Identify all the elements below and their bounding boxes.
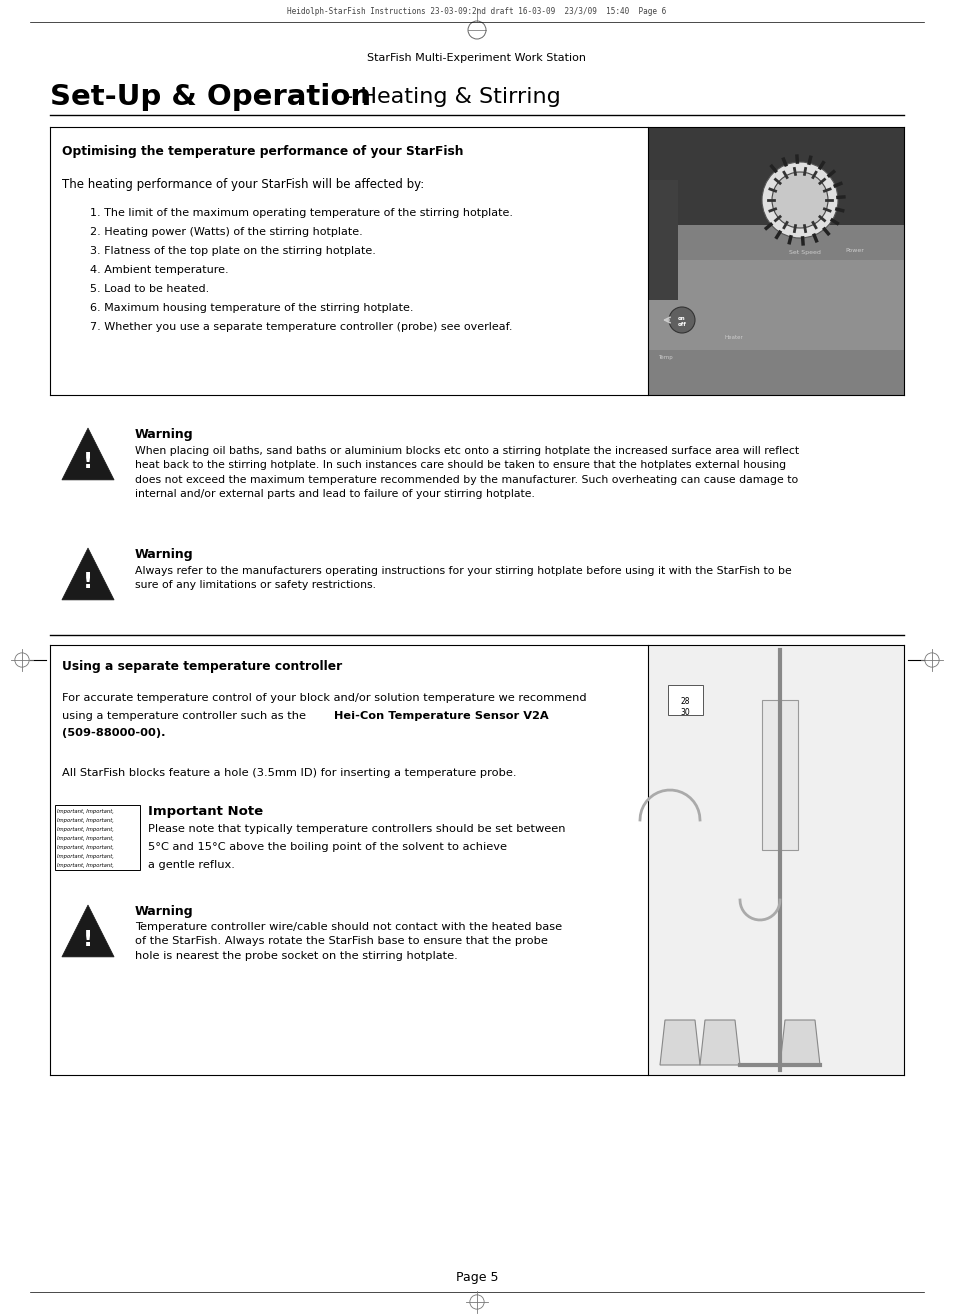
Bar [647,127,903,225]
Text: - Heating & Stirring: - Heating & Stirring [337,87,560,106]
Text: Heidolph-StarFish Instructions 23-03-09:2nd draft 16-03-09  23/3/09  15:40  Page: Heidolph-StarFish Instructions 23-03-09:… [287,8,666,17]
Text: Warning: Warning [135,905,193,918]
Text: Warning: Warning [135,548,193,561]
Text: Always refer to the manufacturers operating instructions for your stirring hotpl: Always refer to the manufacturers operat… [135,566,791,590]
Text: 4. Ambient temperature.: 4. Ambient temperature. [90,265,229,275]
Text: !: ! [83,452,93,473]
Text: Important, Important,: Important, Important, [57,863,113,869]
Text: Using a separate temperature controller: Using a separate temperature controller [62,660,342,673]
Polygon shape [700,1020,740,1066]
Bar [647,260,903,350]
Bar [647,180,678,300]
Text: !: ! [83,573,93,593]
Text: 6. Maximum housing temperature of the stirring hotplate.: 6. Maximum housing temperature of the st… [90,304,413,313]
Bar [647,225,903,396]
Text: using a temperature controller such as the: using a temperature controller such as t… [62,711,310,721]
Bar [647,645,903,1075]
Text: off: off [677,322,685,327]
Circle shape [771,172,827,229]
Polygon shape [659,1020,700,1066]
Text: Temperature controller wire/cable should not contact with the heated base
of the: Temperature controller wire/cable should… [135,922,561,961]
Bar [667,685,702,715]
Circle shape [761,162,837,238]
Text: Page 5: Page 5 [456,1272,497,1285]
Text: 5°C and 15°C above the boiling point of the solvent to achieve: 5°C and 15°C above the boiling point of … [148,842,506,851]
Text: For accurate temperature control of your block and/or solution temperature we re: For accurate temperature control of your… [62,692,586,703]
Text: Important, Important,: Important, Important, [57,854,113,859]
Text: All StarFish blocks feature a hole (3.5mm ID) for inserting a temperature probe.: All StarFish blocks feature a hole (3.5m… [62,767,516,778]
Text: a gentle reflux.: a gentle reflux. [148,859,234,870]
Text: 7. Whether you use a separate temperature controller (probe) see overleaf.: 7. Whether you use a separate temperatur… [90,322,512,332]
Bar [55,805,140,870]
Text: Important, Important,: Important, Important, [57,819,113,823]
Text: 5. Load to be heated.: 5. Load to be heated. [90,284,209,294]
Text: Important Note: Important Note [148,805,263,819]
Text: (509-88000-00).: (509-88000-00). [62,728,165,738]
Polygon shape [761,700,797,850]
Text: When placing oil baths, sand baths or aluminium blocks etc onto a stirring hotpl: When placing oil baths, sand baths or al… [135,445,799,499]
Text: Important, Important,: Important, Important, [57,845,113,850]
Text: 3. Flatness of the top plate on the stirring hotplate.: 3. Flatness of the top plate on the stir… [90,246,375,256]
Text: Please note that typically temperature controllers should be set between: Please note that typically temperature c… [148,824,565,834]
Polygon shape [62,548,114,600]
Polygon shape [62,905,114,957]
Text: 2. Heating power (Watts) of the stirring hotplate.: 2. Heating power (Watts) of the stirring… [90,227,362,237]
Polygon shape [780,1020,820,1066]
Polygon shape [62,428,114,480]
Text: !: ! [83,929,93,950]
Text: Important, Important,: Important, Important, [57,836,113,841]
Circle shape [668,307,695,332]
Text: Important, Important,: Important, Important, [57,809,113,813]
Text: Heater: Heater [724,335,743,340]
Text: Temp: Temp [658,355,672,360]
Text: on: on [678,315,685,321]
Text: Important, Important,: Important, Important, [57,827,113,832]
Text: Warning: Warning [135,428,193,442]
Text: StarFish Multi-Experiment Work Station: StarFish Multi-Experiment Work Station [367,53,586,63]
Text: 28
30: 28 30 [679,696,689,717]
Text: Set-Up & Operation: Set-Up & Operation [50,83,371,110]
Text: Set Speed: Set Speed [788,250,821,255]
Text: 1. The limit of the maximum operating temperature of the stirring hotplate.: 1. The limit of the maximum operating te… [90,208,513,218]
Text: Hei-Con Temperature Sensor V2A: Hei-Con Temperature Sensor V2A [334,711,548,721]
Text: Optimising the temperature performance of your StarFish: Optimising the temperature performance o… [62,145,463,158]
Text: Power: Power [844,248,863,254]
Text: The heating performance of your StarFish will be affected by:: The heating performance of your StarFish… [62,177,424,191]
